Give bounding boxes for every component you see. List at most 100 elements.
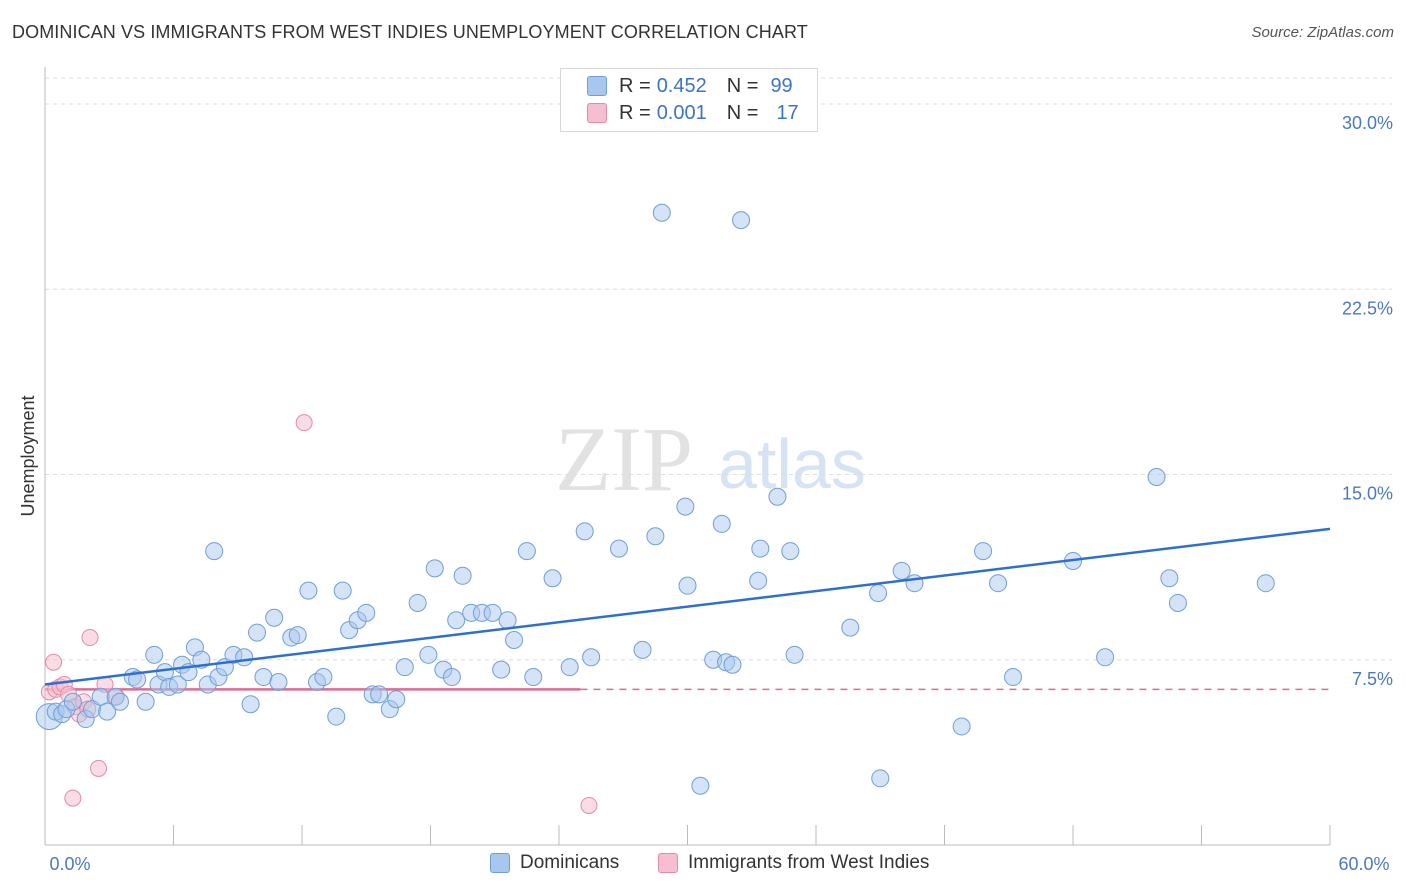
blue-data-point: [483, 603, 502, 622]
stats-legend: R = 0.452 N = 99 R = 0.001 N = 17: [560, 68, 818, 132]
legend-swatch-pink: [587, 103, 607, 123]
blue-data-point: [517, 542, 536, 561]
blue-points: [35, 203, 1275, 795]
blue-data-point: [205, 542, 224, 561]
legend-r-label: R =: [619, 101, 651, 124]
bottom-legend-label-pink: Immigrants from West Indies: [688, 852, 930, 873]
blue-data-point: [447, 611, 466, 630]
blue-data-point: [235, 648, 254, 667]
legend-n-value: 99: [770, 74, 793, 97]
pink-data-point: [90, 759, 108, 777]
blue-data-point: [652, 203, 671, 222]
legend-r-value: 0.452: [656, 74, 707, 97]
blue-data-point: [299, 581, 318, 600]
bottom-legend-swatch-pink: [658, 853, 678, 873]
bottom-legend-blue: Dominicans: [490, 852, 619, 874]
bottom-legend-pink: Immigrants from West Indies: [658, 852, 929, 874]
blue-data-point: [678, 576, 697, 595]
blue-data-point: [395, 658, 414, 677]
blue-data-point: [751, 539, 770, 558]
blue-data-point: [98, 702, 117, 721]
blue-data-point: [128, 670, 147, 689]
legend-swatch-blue: [587, 76, 607, 96]
pink-data-point: [81, 629, 99, 647]
blue-data-point: [387, 690, 406, 709]
x-tick-label-min: 0.0%: [49, 854, 90, 874]
pink-data-point: [295, 414, 313, 432]
blue-data-point: [288, 626, 307, 645]
blue-data-point: [575, 522, 594, 541]
blue-data-point: [370, 685, 389, 704]
blue-data-point: [524, 668, 543, 687]
blue-data-point: [314, 668, 333, 687]
blue-data-point: [785, 645, 804, 664]
blue-data-point: [248, 623, 267, 642]
y-tick-label: 30.0%: [1342, 113, 1393, 133]
y-tick-label: 15.0%: [1342, 484, 1393, 504]
legend-r-value: 0.001: [656, 101, 707, 124]
blue-data-point: [871, 769, 890, 788]
legend-r-label: R =: [619, 74, 651, 97]
blue-data-point: [505, 631, 524, 650]
blue-trend-line: [44, 527, 1331, 686]
blue-data-point: [892, 561, 911, 580]
grid-lines: [45, 77, 1392, 661]
blue-data-point: [974, 542, 993, 561]
chart-title: DOMINICAN VS IMMIGRANTS FROM WEST INDIES…: [12, 22, 808, 42]
bottom-legend-swatch-blue: [490, 853, 510, 873]
source-label: Source: ZipAtlas.com: [1251, 24, 1394, 41]
legend-n-value: 17: [776, 101, 799, 124]
blue-data-point: [1168, 593, 1187, 612]
blue-data-point: [269, 672, 288, 691]
blue-data-point: [646, 527, 665, 546]
blue-data-point: [989, 574, 1008, 593]
blue-data-point: [543, 569, 562, 588]
blue-data-point: [781, 542, 800, 561]
blue-data-point: [723, 655, 742, 674]
y-tick-label: 7.5%: [1352, 669, 1393, 689]
blue-data-point: [425, 559, 444, 578]
blue-data-point: [241, 695, 260, 714]
blue-data-point: [498, 611, 517, 630]
blue-data-point: [63, 692, 82, 711]
blue-data-point: [419, 645, 438, 664]
blue-data-point: [265, 608, 284, 627]
blue-data-point: [768, 487, 787, 506]
blue-data-point: [1147, 467, 1166, 486]
blue-data-point: [168, 675, 187, 694]
x-tick-label-max: 60.0%: [1338, 854, 1389, 874]
blue-data-point: [110, 692, 129, 711]
blue-data-point: [136, 692, 155, 711]
blue-data-point: [442, 668, 461, 687]
legend-n-label: N =: [726, 101, 759, 124]
watermark-zip: ZIP: [555, 408, 693, 510]
pink-data-point: [580, 796, 598, 814]
bottom-legend-label-blue: Dominicans: [520, 852, 620, 873]
blue-data-point: [333, 581, 352, 600]
blue-data-point: [1256, 574, 1275, 593]
blue-data-point: [560, 658, 579, 677]
legend-row-blue: R = 0.452 N = 99: [587, 73, 793, 99]
blue-data-point: [582, 648, 601, 667]
blue-data-point: [327, 707, 346, 726]
blue-data-point: [145, 645, 164, 664]
blue-data-point: [691, 776, 710, 795]
blue-data-point: [408, 593, 427, 612]
blue-data-point: [952, 717, 971, 736]
blue-trend-solid: [44, 527, 1331, 686]
blue-data-point: [453, 566, 472, 585]
y-axis-label: Unemployment: [18, 395, 38, 516]
blue-data-point: [492, 660, 511, 679]
blue-data-point: [1096, 648, 1115, 667]
blue-data-point: [254, 668, 273, 687]
blue-data-point: [749, 571, 768, 590]
legend-n-label: N =: [726, 74, 759, 97]
blue-data-point: [712, 514, 731, 533]
blue-data-point: [155, 663, 174, 682]
y-tick-label: 22.5%: [1342, 298, 1393, 318]
blue-data-point: [869, 584, 888, 603]
watermark-atlas: atlas: [718, 425, 866, 503]
blue-data-point: [732, 211, 751, 230]
blue-data-point: [609, 539, 628, 558]
